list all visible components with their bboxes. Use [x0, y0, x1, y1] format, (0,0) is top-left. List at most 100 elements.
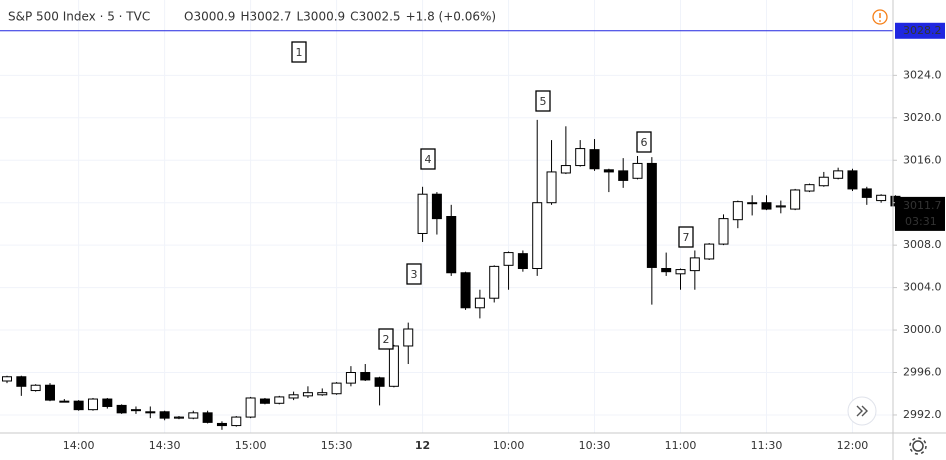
candle-body	[345, 372, 356, 384]
x-tick-label: 15:30	[321, 439, 353, 452]
candle-body	[44, 384, 55, 401]
candle-body	[575, 148, 586, 167]
candle-body	[847, 170, 858, 190]
candle-body	[474, 297, 485, 309]
candle-body	[403, 328, 414, 347]
annotation-box	[406, 263, 422, 285]
price-line-label: 3028.2	[903, 24, 942, 37]
ohlc-value: 3002.5	[359, 10, 401, 24]
candle-body	[16, 376, 27, 387]
candle-body	[130, 409, 141, 412]
annotation-box	[378, 328, 394, 350]
annotation: 2	[383, 333, 390, 346]
annotation: 1	[296, 46, 303, 59]
y-tick-label: 3004.0	[903, 281, 942, 294]
header: S&P 500 Index · 5 · TVC O 3000.9 H 3002.7 L 30…	[8, 10, 496, 24]
x-tick-label: 11:30	[751, 439, 783, 452]
warning-icon[interactable]	[872, 9, 888, 25]
last-price-badge	[895, 196, 945, 231]
candle-body	[159, 411, 170, 419]
price-line-badge	[895, 22, 945, 39]
candle-body	[245, 397, 256, 418]
annotation-box	[420, 148, 436, 170]
candle-body	[388, 345, 399, 387]
annotation-box	[535, 90, 551, 112]
ohlc-value: 3000.9	[303, 10, 345, 24]
candle-body	[231, 416, 242, 427]
annotation-box	[636, 131, 652, 153]
candle-body	[646, 162, 657, 268]
candle-body	[173, 416, 184, 419]
annotation: 4	[425, 153, 432, 166]
candle-body	[718, 218, 729, 245]
candle-body	[833, 170, 844, 179]
annotation: 7	[683, 231, 690, 244]
ohlc-label: L	[296, 10, 303, 24]
scroll-right-button[interactable]	[847, 396, 877, 426]
candle-body	[861, 188, 872, 198]
candle-body	[331, 382, 342, 395]
candle-body	[259, 398, 270, 404]
candle-body	[374, 377, 385, 387]
y-tick-label: 2992.0	[903, 408, 942, 421]
candle-body	[675, 269, 686, 275]
annotation: 6	[641, 136, 648, 149]
candle-body	[761, 202, 772, 210]
y-tick-label: 3000.0	[903, 323, 942, 336]
candle-body	[603, 169, 614, 173]
ohlc-value: 3002.7	[249, 10, 291, 24]
candle-body	[116, 404, 127, 414]
candle-body	[517, 253, 528, 270]
candle-body	[560, 165, 571, 174]
candle-body	[489, 265, 500, 299]
settings-gear[interactable]	[909, 437, 927, 455]
candle-body	[689, 257, 700, 272]
x-tick-label: 14:30	[149, 439, 181, 452]
candle-body	[618, 170, 629, 181]
candle-body	[417, 193, 428, 234]
candle-body	[775, 205, 786, 208]
candle-body	[804, 184, 815, 192]
candle-body	[747, 202, 758, 205]
candle-body	[274, 396, 285, 404]
candle-body	[876, 194, 887, 202]
x-tick-label: 12:00	[837, 439, 869, 452]
ohlc-label: C	[350, 10, 358, 24]
candle-body	[216, 422, 227, 427]
candle-body	[102, 398, 113, 407]
candle-body	[546, 171, 557, 204]
candle-body	[460, 272, 471, 309]
annotation-box	[678, 226, 694, 248]
candle-body	[732, 201, 743, 221]
y-tick-label: 2996.0	[903, 366, 942, 379]
x-tick-label: 10:30	[579, 439, 611, 452]
candle-body	[632, 162, 643, 179]
candle-body	[431, 193, 442, 220]
x-tick-label: 14:00	[63, 439, 95, 452]
candle-body	[188, 412, 199, 419]
x-tick-label: 12	[415, 439, 430, 452]
y-tick-label: 3020.0	[903, 111, 942, 124]
plot: 1 2 3 4 5 6 7	[0, 30, 901, 430]
ohlc-value: 3000.9	[193, 10, 235, 24]
annotation-box	[291, 41, 307, 63]
candle-body	[360, 372, 371, 381]
ohlc-label: O	[184, 10, 193, 24]
countdown-label: 03:31	[905, 215, 937, 228]
candle-body	[589, 149, 600, 170]
candle-body	[288, 394, 299, 399]
candle-body	[532, 202, 543, 270]
y-tick-label: 3016.0	[903, 153, 942, 166]
candle-body	[503, 252, 514, 266]
candle-body	[302, 392, 313, 397]
candle-body	[145, 411, 156, 414]
ohlc-label: H	[240, 10, 249, 24]
change-label: +1.8 (+0.06%)	[406, 10, 497, 24]
axes: 2992.02996.03000.03004.03008.03012.03016…	[63, 22, 945, 452]
candle-body	[59, 400, 70, 403]
candle-body	[202, 412, 213, 423]
annotation: 3	[411, 268, 418, 281]
